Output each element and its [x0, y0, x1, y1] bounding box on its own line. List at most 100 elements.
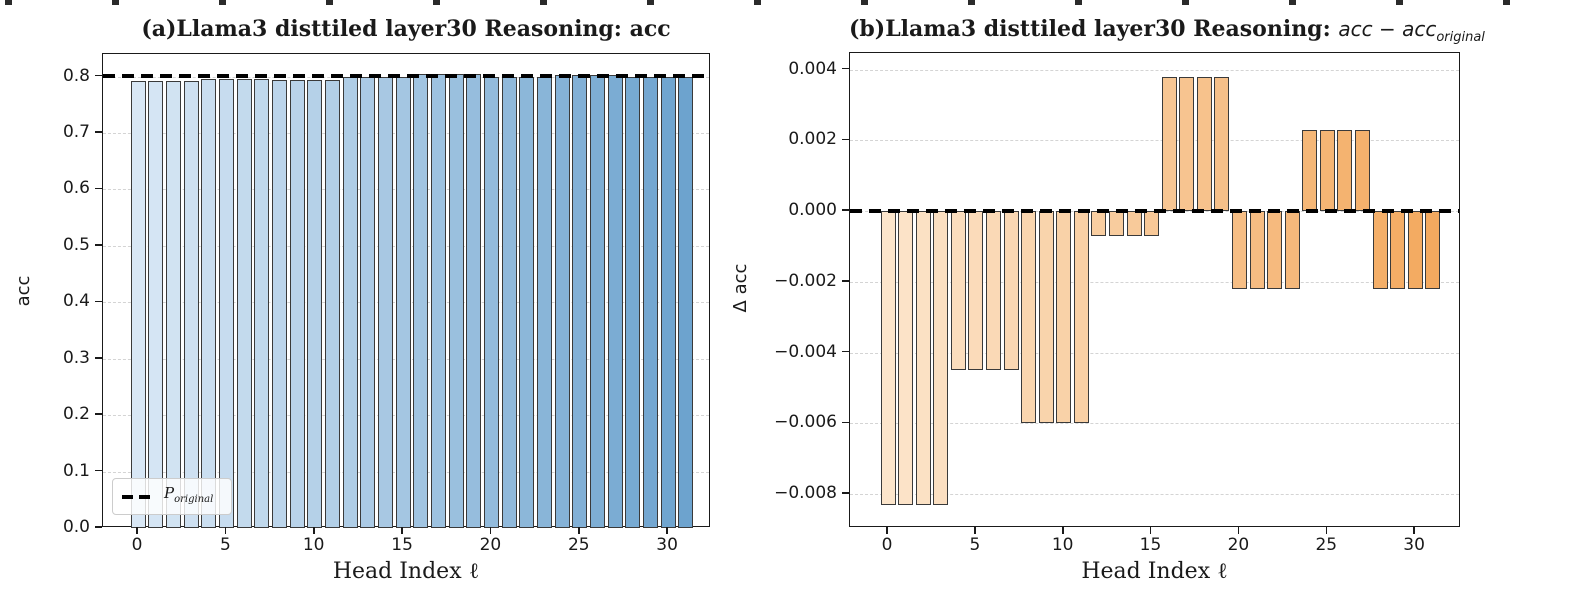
- bar: [1407, 211, 1423, 289]
- y-tick-mark: [95, 300, 102, 302]
- bar: [607, 74, 623, 528]
- bar: [501, 77, 517, 528]
- bar: [1337, 129, 1353, 211]
- chart-a-legend: Poriginal: [112, 478, 232, 515]
- bar: [933, 211, 949, 505]
- x-tick-label: 25: [567, 535, 590, 555]
- bar: [1425, 211, 1441, 289]
- chart-b-title-text: (b)Llama3 disttiled layer30 Reasoning:: [849, 16, 1339, 42]
- bar: [218, 78, 234, 528]
- y-tick-label: 0.6: [62, 178, 90, 199]
- bar: [660, 77, 676, 528]
- chart-a-title: (a)Llama3 disttiled layer30 Reasoning: a…: [141, 16, 671, 42]
- bar: [1038, 211, 1054, 424]
- y-tick-label: −0.008: [774, 483, 837, 503]
- bar: [254, 78, 270, 528]
- gridline: [850, 423, 1459, 425]
- y-tick-label: 0.7: [62, 122, 90, 142]
- bar: [1021, 211, 1037, 424]
- x-tick-mark: [666, 527, 668, 534]
- bar: [271, 79, 287, 528]
- y-tick-label: 0.1: [62, 460, 90, 481]
- bar: [1267, 211, 1282, 289]
- bar: [1249, 211, 1265, 289]
- chart-b-y-axis-label: Δ acc: [730, 263, 751, 313]
- chart-b-plot-area: [849, 52, 1460, 527]
- y-tick-mark: [842, 492, 849, 494]
- bar: [289, 79, 305, 528]
- chart-a-plot-area: [102, 53, 710, 528]
- x-tick-mark: [136, 527, 138, 534]
- gridline: [850, 140, 1459, 142]
- y-tick-mark: [842, 350, 849, 353]
- bar: [1108, 211, 1124, 236]
- y-tick-mark: [842, 421, 849, 424]
- x-tick-mark: [1062, 527, 1064, 534]
- x-tick-label: 10: [1051, 535, 1074, 555]
- bar: [466, 74, 482, 528]
- bar: [1231, 211, 1247, 289]
- x-tick-mark: [886, 527, 888, 534]
- gridline: [850, 494, 1459, 495]
- bar: [1319, 129, 1335, 211]
- y-tick-mark: [95, 187, 102, 190]
- x-tick-label: 0: [131, 535, 143, 555]
- bar: [985, 211, 1001, 371]
- y-tick-mark: [95, 413, 102, 415]
- y-tick-label: 0.0: [62, 517, 90, 537]
- bar: [1390, 211, 1405, 289]
- bar: [915, 211, 931, 505]
- y-tick-label: 0.8: [62, 65, 90, 86]
- bar: [1214, 76, 1230, 212]
- bar: [483, 77, 499, 528]
- bar: [130, 80, 146, 528]
- reference-dashed-line: [850, 209, 1459, 214]
- y-tick-mark: [842, 138, 849, 141]
- x-tick-mark: [1149, 527, 1152, 534]
- bar: [589, 74, 605, 528]
- bar: [1161, 76, 1177, 212]
- x-tick-label: 15: [1139, 535, 1162, 555]
- gridline: [850, 352, 1459, 354]
- y-tick-mark: [95, 74, 102, 77]
- x-tick-label: 10: [302, 535, 325, 555]
- y-tick-label: 0.3: [62, 347, 90, 368]
- dashed-line-legend-swatch: [122, 494, 151, 499]
- y-tick-mark: [95, 526, 102, 528]
- bar: [1354, 129, 1370, 211]
- y-tick-label: 0.4: [62, 291, 90, 312]
- bar: [1179, 76, 1195, 212]
- cropped-plot-remnant: [5, 0, 1596, 5]
- x-tick-mark: [224, 527, 227, 534]
- chart-a-x-axis-label: Head Index ℓ: [332, 559, 480, 584]
- x-tick-label: 15: [391, 535, 413, 555]
- y-tick-mark: [95, 131, 102, 133]
- bar: [1284, 211, 1300, 289]
- bar: [536, 77, 552, 528]
- bar: [554, 74, 570, 528]
- bar: [1144, 211, 1160, 236]
- bar: [519, 77, 535, 528]
- y-tick-mark: [842, 280, 849, 282]
- y-tick-mark: [95, 244, 102, 246]
- bar: [1372, 211, 1388, 289]
- x-tick-mark: [489, 527, 492, 534]
- x-tick-label: 0: [881, 535, 893, 555]
- y-tick-label: −0.006: [774, 412, 837, 433]
- x-tick-label: 5: [219, 535, 231, 555]
- chart-b-x-axis-label: Head Index ℓ: [1081, 559, 1228, 584]
- bar: [307, 79, 323, 528]
- x-tick-label: 25: [1315, 535, 1338, 555]
- x-tick-label: 20: [1227, 535, 1250, 555]
- bar: [430, 74, 446, 528]
- x-tick-mark: [1237, 527, 1240, 534]
- y-tick-label: 0.2: [62, 404, 90, 425]
- bar: [678, 77, 694, 528]
- chart-b-title-math-subscript: original: [1436, 30, 1485, 45]
- bar: [880, 211, 896, 505]
- bar: [324, 79, 340, 528]
- y-tick-label: −0.002: [774, 270, 837, 291]
- bar: [413, 74, 429, 528]
- y-tick-mark: [842, 209, 849, 211]
- x-tick-mark: [974, 527, 976, 534]
